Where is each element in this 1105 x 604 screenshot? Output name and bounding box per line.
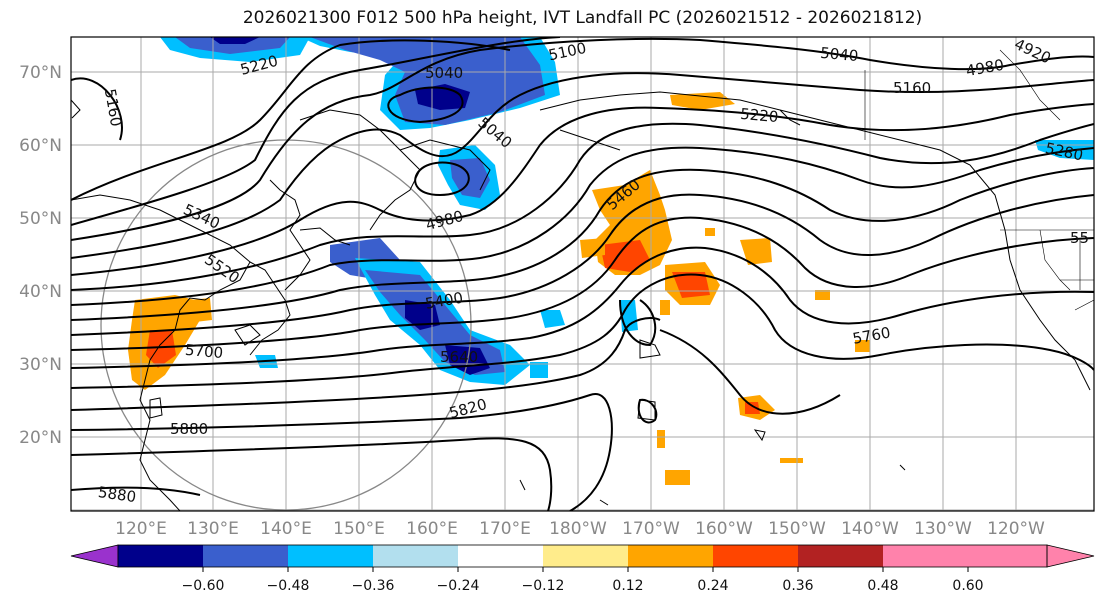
lon-label: 180°W	[549, 519, 607, 539]
colorbar-tick-label: −0.60	[182, 578, 225, 594]
lon-label: 140°E	[260, 519, 312, 539]
lat-label: 20°N	[19, 428, 62, 448]
colorbar-tick-label: 0.60	[952, 578, 983, 594]
lat-label: 70°N	[19, 63, 62, 83]
colorbar-swatch	[288, 545, 373, 567]
colorbar-tick-label: −0.36	[352, 578, 395, 594]
colorbar-tick-label: 0.48	[867, 578, 898, 594]
colorbar-tick-label: −0.12	[522, 578, 565, 594]
colorbar-tick-label: 0.12	[612, 578, 643, 594]
colorbar: −0.60 −0.48 −0.36 −0.24 −0.12 0.12 0.24 …	[70, 544, 1095, 594]
coastlines	[71, 91, 1091, 511]
contour-label: 5700	[184, 341, 224, 362]
contour-label: 5160	[893, 79, 931, 97]
lon-label: 120°W	[987, 519, 1045, 539]
colorbar-swatch	[883, 545, 1047, 567]
contour-label: 55	[1070, 229, 1089, 247]
contour-label: 5880	[170, 420, 208, 438]
colorbar-ticks	[202, 567, 969, 572]
colorbar-swatch	[118, 545, 203, 567]
ivt-positive-shading	[128, 92, 870, 485]
lat-label: 50°N	[19, 209, 62, 229]
colorbar-tick-label: 0.24	[697, 578, 728, 594]
lon-label: 150°E	[333, 519, 385, 539]
lon-label: 130°W	[914, 519, 972, 539]
lon-label: 170°E	[479, 519, 531, 539]
contour-label: 5640	[440, 348, 478, 366]
contour-label: 5040	[425, 64, 463, 82]
height-contours	[71, 37, 1094, 511]
colorbar-swatch	[203, 545, 288, 567]
colorbar-tick-label: 0.36	[782, 578, 813, 594]
contour-label-group: 5160 5220 5100 5040 5040 4980 4920 5160 …	[97, 37, 1089, 506]
lon-label: 130°E	[187, 519, 239, 539]
colorbar-swatch	[713, 545, 798, 567]
contour-label: 5040	[819, 44, 859, 65]
colorbar-swatch	[798, 545, 883, 567]
colorbar-tick-label: −0.24	[437, 578, 480, 594]
chart-title: 2026021300 F012 500 hPa height, IVT Land…	[242, 8, 923, 28]
contour-label: 5220	[739, 105, 779, 126]
lon-label: 150°W	[768, 519, 826, 539]
lon-label: 140°W	[841, 519, 899, 539]
lat-label: 60°N	[19, 136, 62, 156]
lon-label: 170°W	[622, 519, 680, 539]
colorbar-swatch	[373, 545, 458, 567]
landfall-region-circle	[100, 139, 472, 511]
colorbar-swatch	[543, 545, 628, 567]
colorbar-swatch	[628, 545, 713, 567]
colorbar-tick-label: −0.48	[267, 578, 310, 594]
lat-label: 40°N	[19, 282, 62, 302]
lon-label: 160°E	[406, 519, 458, 539]
contour-label: 5880	[97, 483, 137, 506]
colorbar-extend-high	[1046, 544, 1095, 568]
map-frame	[70, 36, 1095, 512]
lon-label: 160°W	[695, 519, 753, 539]
longitude-labels: 120°E 130°E 140°E 150°E 160°E 170°E 180°…	[115, 519, 1045, 539]
lon-label: 120°E	[115, 519, 167, 539]
colorbar-frame	[117, 544, 1048, 568]
colorbar-swatch	[458, 545, 543, 567]
latitude-labels: 70°N 60°N 50°N 40°N 30°N 20°N	[19, 63, 62, 448]
lat-label: 30°N	[19, 355, 62, 375]
colorbar-extend-low	[70, 544, 119, 568]
